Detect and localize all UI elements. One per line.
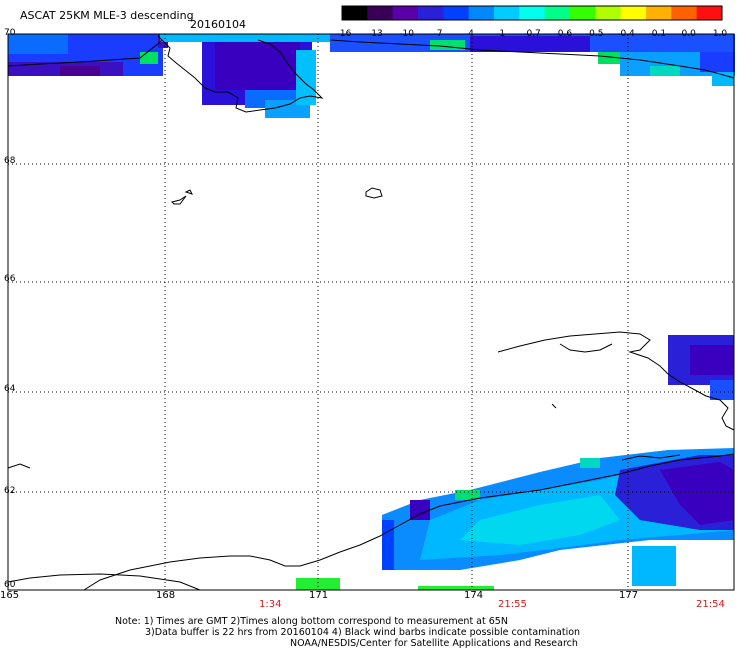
wind-swath-top-center (160, 34, 335, 118)
colorbar-tick-label: -0.4 (617, 29, 635, 39)
wind-swath-top-left (8, 34, 168, 76)
colorbar-tick-label: -0.6 (554, 29, 573, 39)
wind-swath-top-right (330, 34, 735, 86)
colorbar-tick-label: 1.0 (712, 29, 728, 39)
colorbar-swatch (418, 6, 444, 20)
lat-label-60: 60 (4, 580, 16, 590)
colorbar-swatch (443, 6, 470, 20)
lon-label-174: 174 (464, 590, 484, 601)
note-line-3: NOAA/NESDIS/Center for Satellite Applica… (290, 638, 578, 649)
colorbar-tick-label: 0.0 (681, 29, 696, 39)
colorbar (341, 5, 723, 21)
time-label-2: 21:55 (498, 599, 527, 610)
wind-swath-east-64n (668, 335, 734, 400)
colorbar-swatch (544, 6, 571, 20)
colorbar-swatch (696, 6, 723, 20)
colorbar-swatch (494, 6, 520, 20)
colorbar-swatch (595, 6, 622, 20)
colorbar-swatch (570, 6, 596, 20)
wind-swath-bottom (296, 448, 734, 590)
colorbar-border (341, 5, 723, 21)
colorbar-tick-label: -7 (433, 29, 443, 39)
colorbar-tick-label: -1 (496, 29, 506, 39)
lon-label-168: 168 (156, 590, 176, 601)
colorbar-swatch (620, 6, 647, 20)
colorbar-swatch (519, 6, 546, 20)
colorbar-tick-label: -10 (399, 29, 415, 39)
plot-frame (7, 33, 735, 591)
lat-label-66: 66 (4, 274, 16, 284)
colorbar-swatch (646, 6, 672, 20)
colorbar-swatch (367, 6, 394, 20)
colorbar-tick-label: -4 (464, 29, 474, 39)
time-label-1: 1:34 (259, 599, 282, 610)
colorbar-tick-label: -0.5 (585, 29, 604, 39)
map-date: 20160104 (190, 18, 246, 31)
colorbar-tick-label: -0.7 (523, 29, 541, 39)
lon-label-171: 171 (309, 590, 329, 601)
colorbar-swatch (342, 6, 368, 20)
map-title: ASCAT 25KM MLE-3 descending (20, 9, 194, 22)
colorbar-swatch (671, 6, 698, 20)
note-line-2: 3)Data buffer is 22 hrs from 20160104 4)… (145, 627, 581, 638)
lat-label-68: 68 (4, 156, 16, 166)
colorbar-tick-label: -0.1 (648, 29, 667, 39)
lon-label-165: 165 (0, 590, 20, 601)
lat-label-70: 70 (4, 28, 16, 38)
colorbar-tick-label: -16 (336, 29, 352, 39)
colorbar-tick-label: -13 (367, 29, 383, 39)
lon-label-177: 177 (619, 590, 639, 601)
time-label-3: 21:54 (696, 599, 725, 610)
note-line-1: Note: 1) Times are GMT 2)Times along bot… (115, 616, 508, 627)
lat-label-62: 62 (4, 486, 16, 496)
colorbar-swatch (392, 6, 419, 20)
coastline (7, 35, 735, 591)
lat-label-64: 64 (4, 384, 16, 394)
colorbar-swatch (468, 6, 495, 20)
graticule (8, 34, 734, 590)
